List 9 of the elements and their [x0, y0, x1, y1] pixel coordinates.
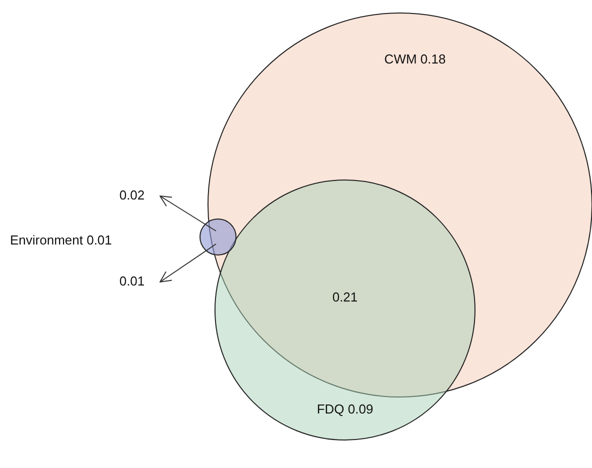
category-label: Environment: [10, 232, 84, 248]
data-label: 0.01: [86, 232, 112, 248]
data-label: 0.09: [348, 402, 374, 417]
category-label: FDQ: [316, 402, 344, 417]
text: 0.21: [332, 290, 358, 305]
text: 0.01: [119, 274, 145, 289]
category-label: CWM: [384, 52, 417, 67]
data-label: 0.18: [420, 52, 446, 67]
text: 0.02: [119, 188, 145, 203]
